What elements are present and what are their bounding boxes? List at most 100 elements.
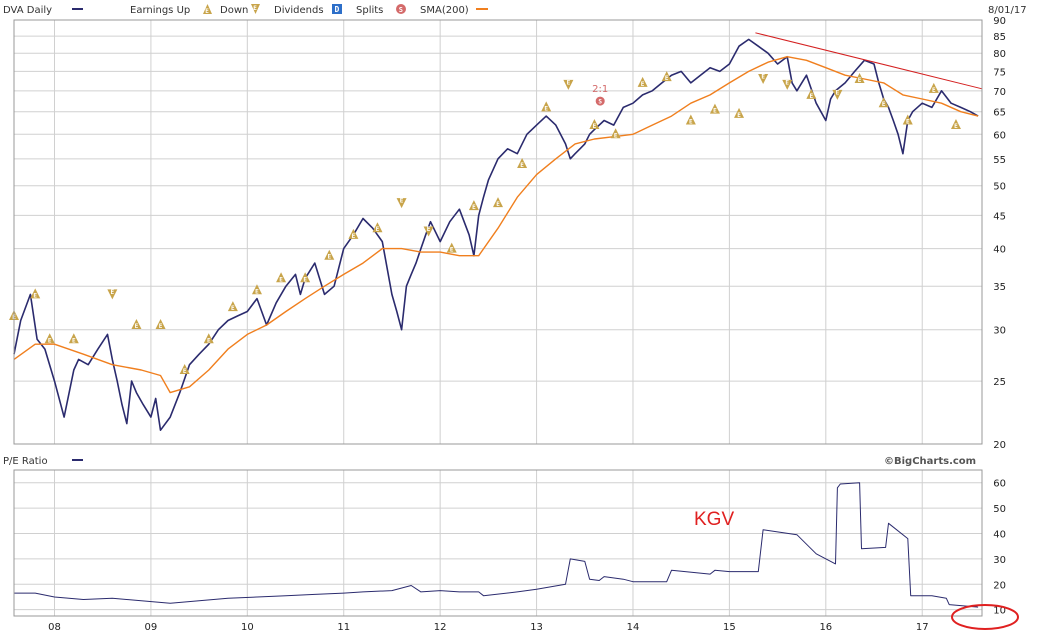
price-y-tick-label: 60 [993, 130, 1006, 141]
earnings-up-marker: E [251, 284, 262, 295]
legend-earnings-up-icon: E [203, 4, 212, 15]
earnings-up-marker: E [610, 128, 621, 139]
pe-y-tick-label: 20 [993, 580, 1006, 591]
earnings-marker-label: E [400, 198, 404, 205]
price-plot [13, 32, 983, 432]
earnings-marker-label: E [183, 368, 187, 375]
earnings-marker-shape [685, 114, 696, 125]
earnings-marker-label: E [279, 276, 283, 283]
earnings-marker-shape [300, 272, 311, 283]
price-y-tick-label: 55 [993, 155, 1006, 166]
earnings-marker-label: E [255, 288, 259, 295]
price-y-tick-label: 80 [993, 49, 1006, 60]
legend-earnings-up-label: Earnings Up [130, 5, 190, 16]
x-tick-label: 10 [241, 622, 254, 633]
earnings-marker-label: E [159, 323, 163, 330]
earnings-marker-label: E [33, 292, 37, 299]
svg-text:S: S [399, 6, 403, 14]
earnings-marker-shape [179, 364, 190, 375]
earnings-marker-shape [661, 71, 672, 82]
legend-date: 8/01/17 [988, 5, 1027, 16]
pe-y-tick-label: 10 [993, 606, 1006, 617]
earnings-up-marker: E [661, 71, 672, 82]
earnings-marker-label: E [954, 123, 958, 130]
earnings-up-marker: E [637, 76, 648, 88]
earnings-up-marker: E [734, 107, 745, 119]
split-marker-label: 2:1 [592, 84, 608, 95]
earnings-marker-shape [348, 228, 359, 239]
earnings-marker-label: E [882, 101, 886, 108]
earnings-marker-shape [372, 222, 383, 233]
highlight-circle [951, 604, 1019, 630]
pe-plot-area [14, 470, 982, 616]
x-tick-label: 17 [916, 622, 929, 633]
price-y-tick-label: 20 [993, 440, 1006, 451]
earnings-up-marker: E [348, 228, 359, 240]
split-marker-circle [595, 96, 605, 106]
earnings-marker-shape [782, 79, 793, 90]
earnings-marker-shape [541, 101, 552, 112]
earnings-marker-label: E [906, 119, 910, 126]
earnings-marker-shape [928, 82, 939, 93]
earnings-marker-shape [131, 319, 142, 330]
earnings-marker-shape [637, 76, 648, 87]
earnings-up-marker: E [806, 88, 817, 100]
pe-panel: P/E Ratio ©BigCharts.com 10 20 30 40 50 60 KG… [3, 456, 1019, 630]
earnings-up-marker: E [878, 97, 889, 108]
earnings-up-marker: E [44, 333, 55, 344]
split-marker: S 2:1 [592, 84, 608, 106]
earnings-marker-label: E [689, 119, 693, 126]
earnings-marker-shape [227, 301, 238, 312]
chart-legend: DVA Daily Earnings Up E Down E Dividends… [3, 4, 1027, 16]
earnings-marker-label: E [836, 89, 840, 96]
earnings-down-marker: E [396, 198, 407, 209]
earnings-up-marker: E [30, 288, 41, 299]
price-y-tick-label: 40 [993, 245, 1006, 256]
price-y-tick-label: 75 [993, 67, 1006, 78]
earnings-marker-shape [878, 97, 889, 108]
price-plot-area [14, 20, 982, 444]
earnings-marker-shape [563, 79, 574, 90]
price-y-tick-label: 45 [993, 211, 1006, 222]
earnings-marker-shape [468, 200, 479, 211]
price-y-tick-label: 70 [993, 87, 1006, 98]
price-y-tick-label: 50 [993, 182, 1006, 193]
earnings-up-marker: E [468, 200, 479, 211]
pe-frame [13, 469, 983, 617]
earnings-marker-label: E [544, 105, 548, 112]
price-y-tick-label: 90 [993, 16, 1006, 27]
pe-grid [14, 470, 982, 616]
price-y-tick-label: 35 [993, 282, 1006, 293]
earnings-marker-shape [44, 333, 55, 344]
earnings-down-marker: E [423, 226, 434, 237]
earnings-marker-label: E [737, 112, 741, 119]
x-tick-label: 16 [819, 622, 832, 633]
earnings-marker-label: E [207, 337, 211, 344]
sma-series-line [13, 56, 979, 394]
earnings-marker-label: E [567, 79, 571, 86]
earnings-marker-label: E [48, 337, 52, 344]
x-tick-label: 09 [145, 622, 158, 633]
earnings-marker-label: E [450, 247, 454, 254]
pe-y-tick-label: 30 [993, 555, 1006, 566]
earnings-marker-shape [107, 289, 118, 300]
earnings-marker-shape [734, 107, 745, 118]
price-panel: 20 25 30 35 40 45 50 55 60 65 70 75 80 85 90 E E E E E E E E E… [9, 16, 1006, 451]
x-axis: 08 09 10 11 12 13 14 15 16 17 [48, 622, 928, 633]
earnings-marker-label: E [593, 123, 597, 130]
price-y-ticks: 20 25 30 35 40 45 50 55 60 65 70 75 80 85 90 [993, 16, 1006, 451]
earnings-up-marker: E [902, 114, 913, 126]
earnings-marker-label: E [520, 162, 524, 169]
x-tick-label: 14 [627, 622, 640, 633]
earnings-marker-label: E [932, 87, 936, 94]
earnings-up-marker: E [541, 101, 552, 112]
x-tick-label: 15 [723, 622, 736, 633]
x-tick-label: 08 [48, 622, 61, 633]
earnings-up-marker: E [155, 319, 166, 330]
price-series-line [13, 38, 979, 432]
earnings-marker-label: E [713, 108, 717, 115]
earnings-marker-label: E [72, 337, 76, 344]
earnings-marker-shape [806, 88, 817, 99]
earnings-marker-shape [203, 333, 214, 344]
